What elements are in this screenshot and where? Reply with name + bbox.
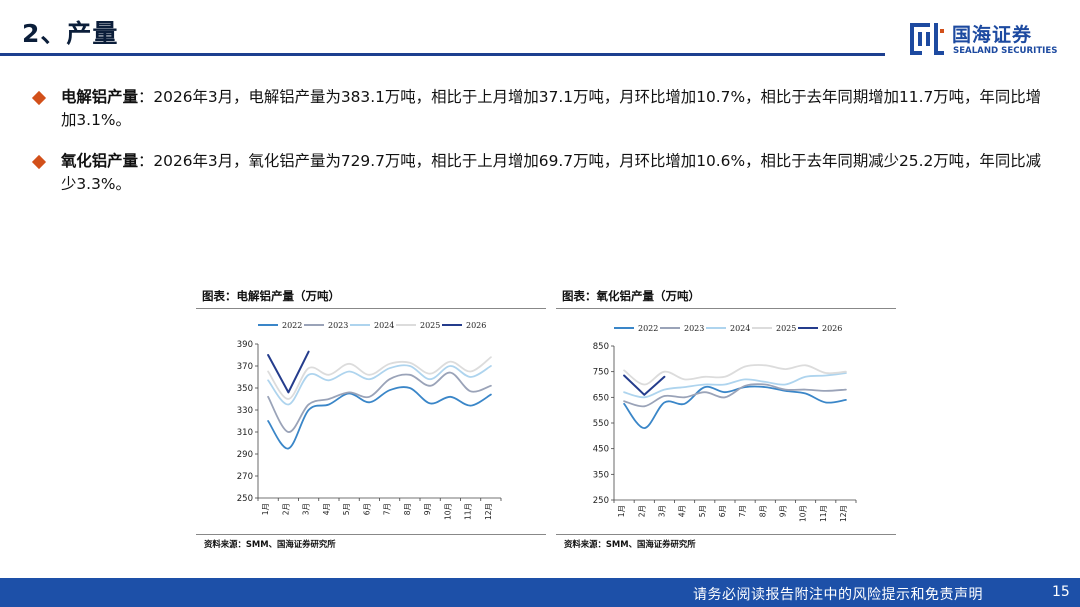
x-tick-label: 6月 bbox=[362, 503, 371, 515]
legend-label-2026: 2026 bbox=[822, 324, 842, 333]
x-tick-label: 6月 bbox=[718, 505, 727, 517]
series-line-2025 bbox=[267, 356, 492, 400]
x-tick-label: 5月 bbox=[698, 505, 707, 517]
y-tick-label: 250 bbox=[237, 494, 253, 504]
x-tick-label: 1月 bbox=[261, 503, 270, 515]
legend-item-2025: 2025 bbox=[752, 324, 796, 333]
legend-label-2023: 2023 bbox=[328, 321, 348, 330]
legend-item-2025: 2025 bbox=[396, 321, 440, 330]
x-tick-label: 7月 bbox=[738, 505, 747, 517]
x-tick-label: 1月 bbox=[617, 505, 626, 517]
chart-title-divider bbox=[196, 308, 546, 309]
series-line-2026 bbox=[623, 374, 666, 396]
legend-label-2025: 2025 bbox=[420, 321, 440, 330]
series-line-2025 bbox=[623, 364, 847, 386]
chart-panel-electrolytic-aluminum: 图表：电解铝产量（万吨） 2022 2023 2024 2025 2026 250 270 2… bbox=[196, 282, 546, 557]
series-line-2024 bbox=[623, 372, 847, 399]
x-tick-label: 11月 bbox=[819, 505, 828, 522]
bullet-alumina: 氧化铝产量：2026年3月，氧化铝产量为729.7万吨，相比于上月增加69.7万… bbox=[31, 150, 1044, 196]
legend-label-2022: 2022 bbox=[282, 321, 302, 330]
y-tick-label: 270 bbox=[237, 472, 253, 482]
y-tick-label: 350 bbox=[237, 384, 253, 394]
legend-label-2023: 2023 bbox=[684, 324, 704, 333]
y-tick-label: 450 bbox=[593, 445, 609, 455]
x-tick-label: 9月 bbox=[423, 503, 432, 515]
bullet-lead: 电解铝产量 bbox=[61, 88, 138, 106]
legend-label-2026: 2026 bbox=[466, 321, 486, 330]
legend-item-2022: 2022 bbox=[614, 324, 658, 333]
series-line-2023 bbox=[623, 383, 847, 408]
x-tick-label: 12月 bbox=[484, 503, 493, 520]
series-line-2024 bbox=[267, 364, 492, 406]
y-tick-label: 310 bbox=[237, 428, 253, 438]
chart-title-divider bbox=[556, 308, 896, 309]
legend-item-2023: 2023 bbox=[304, 321, 348, 330]
chart-source-divider bbox=[196, 534, 546, 535]
y-tick-label: 850 bbox=[593, 342, 609, 352]
chart-title: 图表：氧化铝产量（万吨） bbox=[562, 289, 700, 303]
sealand-logo-icon bbox=[910, 23, 944, 55]
sealand-logo: 国海证券 SEALAND SECURITIES bbox=[908, 18, 1068, 62]
legend-item-2023: 2023 bbox=[660, 324, 704, 333]
footer-bar bbox=[0, 578, 1080, 607]
series-line-2023 bbox=[267, 371, 492, 433]
x-tick-label: 2月 bbox=[637, 505, 646, 517]
x-tick-label: 9月 bbox=[778, 505, 787, 517]
x-tick-label: 10月 bbox=[799, 505, 808, 522]
legend-label-2024: 2024 bbox=[374, 321, 394, 330]
y-tick-label: 330 bbox=[237, 406, 253, 416]
chart-panel-alumina: 图表：氧化铝产量（万吨） 2022 2023 2024 2025 2026 250 350 4… bbox=[556, 282, 896, 557]
bullet-body: ：2026年3月，电解铝产量为383.1万吨，相比于上月增加37.1万吨，月环比… bbox=[61, 88, 1041, 129]
y-tick-label: 550 bbox=[593, 419, 609, 429]
chart-source-divider bbox=[556, 534, 896, 535]
chart-legend: 2022 2023 2024 2025 2026 bbox=[614, 324, 842, 333]
bullet-body: ：2026年3月，氧化铝产量为729.7万吨，相比于上月增加69.7万吨，月环比… bbox=[61, 152, 1041, 193]
y-tick-label: 250 bbox=[593, 496, 609, 506]
bullet-lead: 氧化铝产量 bbox=[61, 152, 138, 170]
legend-item-2024: 2024 bbox=[350, 321, 394, 330]
chart-electrolytic-aluminum: 2022 2023 2024 2025 2026 250 270 290 310 330 350 37… bbox=[237, 321, 502, 520]
x-tick-label: 10月 bbox=[443, 503, 452, 520]
y-tick-label: 370 bbox=[237, 362, 253, 372]
page-number: 15 bbox=[1052, 584, 1070, 600]
y-tick-label: 750 bbox=[593, 368, 609, 378]
x-tick-label: 4月 bbox=[678, 505, 687, 517]
legend-item-2022: 2022 bbox=[258, 321, 302, 330]
y-tick-label: 650 bbox=[593, 393, 609, 403]
x-tick-label: 12月 bbox=[839, 505, 848, 522]
footer-disclaimer: 请务必阅读报告附注中的风险提示和免责声明 bbox=[693, 587, 983, 603]
x-tick-label: 4月 bbox=[322, 503, 331, 515]
legend-item-2026: 2026 bbox=[442, 321, 486, 330]
y-tick-label: 290 bbox=[237, 450, 253, 460]
y-tick-label: 390 bbox=[237, 340, 253, 350]
title-divider bbox=[0, 53, 885, 56]
legend-label-2022: 2022 bbox=[638, 324, 658, 333]
x-tick-label: 7月 bbox=[383, 503, 392, 515]
chart-source: 资料来源：SMM、国海证券研究所 bbox=[564, 539, 696, 549]
logo-chinese-name: 国海证券 bbox=[952, 24, 1033, 46]
x-tick-label: 8月 bbox=[758, 505, 767, 517]
legend-item-2024: 2024 bbox=[706, 324, 750, 333]
x-tick-label: 8月 bbox=[403, 503, 412, 515]
series-line-2026 bbox=[267, 350, 310, 394]
x-tick-label: 2月 bbox=[281, 503, 290, 515]
legend-label-2024: 2024 bbox=[730, 324, 750, 333]
logo-english-name: SEALAND SECURITIES bbox=[953, 46, 1058, 56]
chart-source: 资料来源：SMM、国海证券研究所 bbox=[204, 539, 336, 549]
chart-title: 图表：电解铝产量（万吨） bbox=[202, 289, 340, 303]
legend-item-2026: 2026 bbox=[798, 324, 842, 333]
x-tick-label: 3月 bbox=[302, 503, 311, 515]
x-tick-label: 5月 bbox=[342, 503, 351, 515]
x-tick-label: 3月 bbox=[657, 505, 666, 517]
bullet-electrolytic-aluminum: 电解铝产量：2026年3月，电解铝产量为383.1万吨，相比于上月增加37.1万… bbox=[31, 86, 1044, 132]
page-title: 2、产量 bbox=[22, 19, 119, 48]
y-tick-label: 350 bbox=[593, 470, 609, 480]
chart-alumina: 2022 2023 2024 2025 2026 250 350 450 550 650 750 85… bbox=[593, 324, 857, 522]
legend-label-2025: 2025 bbox=[776, 324, 796, 333]
x-tick-label: 11月 bbox=[464, 503, 473, 520]
series-line-2022 bbox=[267, 386, 492, 450]
series-line-2022 bbox=[623, 385, 847, 430]
chart-legend: 2022 2023 2024 2025 2026 bbox=[258, 321, 486, 330]
